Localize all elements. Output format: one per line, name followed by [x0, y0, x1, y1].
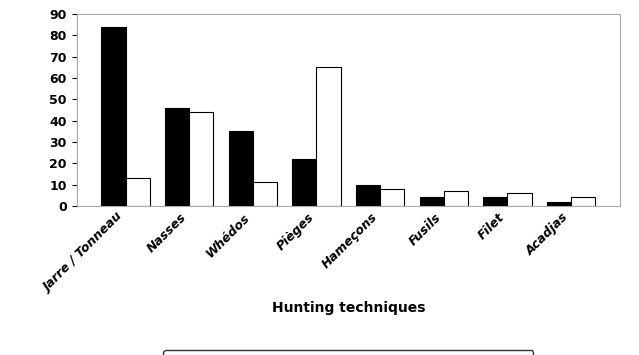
Bar: [229, 131, 253, 206]
Bar: [316, 67, 341, 206]
Bar: [547, 202, 571, 206]
X-axis label: Hunting techniques: Hunting techniques: [272, 301, 425, 315]
Bar: [102, 27, 125, 206]
Bar: [253, 182, 277, 206]
Bar: [571, 197, 595, 206]
Bar: [443, 191, 468, 206]
Legend: Efficiency rate (%), Rate of exploitation (%): Efficiency rate (%), Rate of exploitatio…: [163, 350, 534, 355]
Bar: [380, 189, 404, 206]
Bar: [189, 112, 213, 206]
Bar: [507, 193, 532, 206]
Bar: [292, 159, 316, 206]
Bar: [356, 185, 380, 206]
Bar: [125, 178, 150, 206]
Bar: [165, 108, 189, 206]
Bar: [420, 197, 443, 206]
Bar: [483, 197, 507, 206]
